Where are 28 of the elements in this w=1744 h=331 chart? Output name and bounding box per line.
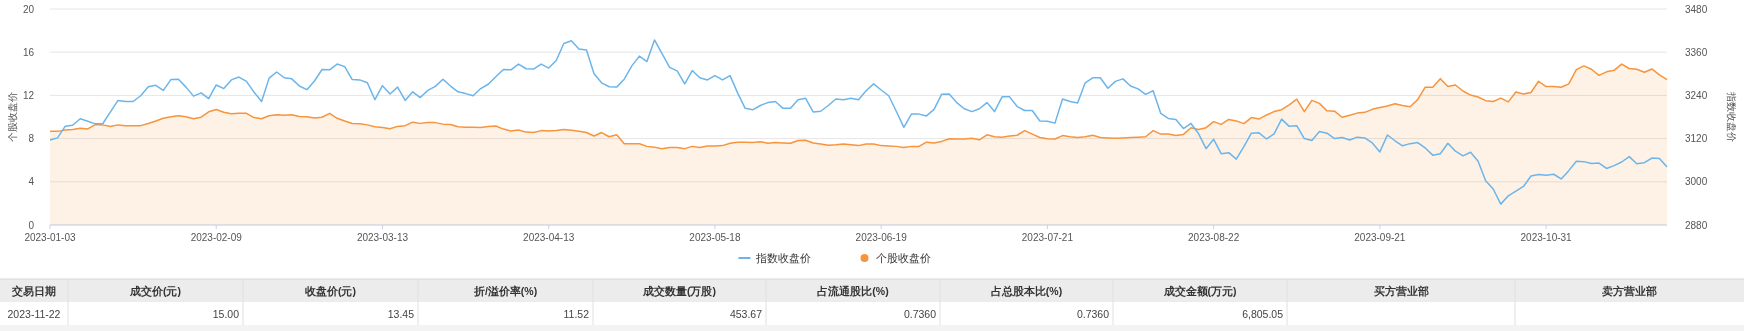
y2-tick-label: 3240 bbox=[1685, 89, 1708, 101]
x-tick-label: 2023-01-03 bbox=[24, 232, 77, 243]
line-series bbox=[49, 39, 1668, 205]
y-tick-label: 16 bbox=[22, 46, 35, 58]
legend-label: 个股收盘价 bbox=[875, 251, 931, 264]
legend-label: 指数收盘价 bbox=[754, 251, 811, 264]
x-tick-label: 2023-05-18 bbox=[689, 232, 741, 243]
x-tick-label: 2023-08-22 bbox=[1188, 232, 1240, 243]
y2-tick-label: 3480 bbox=[1685, 3, 1708, 15]
y-tick-label: 4 bbox=[28, 176, 35, 188]
y2-tick-label: 3120 bbox=[1685, 133, 1708, 145]
y-tick-label: 0 bbox=[28, 219, 35, 231]
y-axis-title: 个股收盘价 bbox=[7, 92, 18, 142]
y2-tick-label: 3360 bbox=[1685, 46, 1708, 58]
x-tick-label: 2023-09-21 bbox=[1354, 232, 1406, 243]
y2-tick-label: 3000 bbox=[1685, 176, 1708, 188]
x-tick-label: 2023-10-31 bbox=[1520, 232, 1573, 243]
x-tick-label: 2023-06-19 bbox=[855, 232, 908, 243]
trade-table: 交易日期 成交价(元) 收盘价(元) 折/溢价率(%) 成交数量(万股) 占流通股比(%) 占总股本比(%) 成交金额(万元) 买方营业部 卖方营业部 2023-11-22 15.00 13.45 11.52 453.67 0.7360 0.7360 6,805.05 bbox=[0, 278, 1744, 331]
x-tick-label: 2023-03-13 bbox=[356, 232, 409, 243]
y-tick-label: 8 bbox=[28, 133, 35, 145]
y-tick-label: 20 bbox=[22, 3, 35, 15]
x-tick-label: 2023-02-09 bbox=[190, 232, 243, 243]
y2-axis-title: 指数收盘价 bbox=[1726, 91, 1737, 142]
y-tick-label: 12 bbox=[22, 89, 35, 101]
x-tick-label: 2023-04-13 bbox=[523, 232, 575, 243]
x-tick-label: 2023-07-21 bbox=[1021, 232, 1074, 243]
y2-tick-label: 2880 bbox=[1685, 219, 1708, 231]
